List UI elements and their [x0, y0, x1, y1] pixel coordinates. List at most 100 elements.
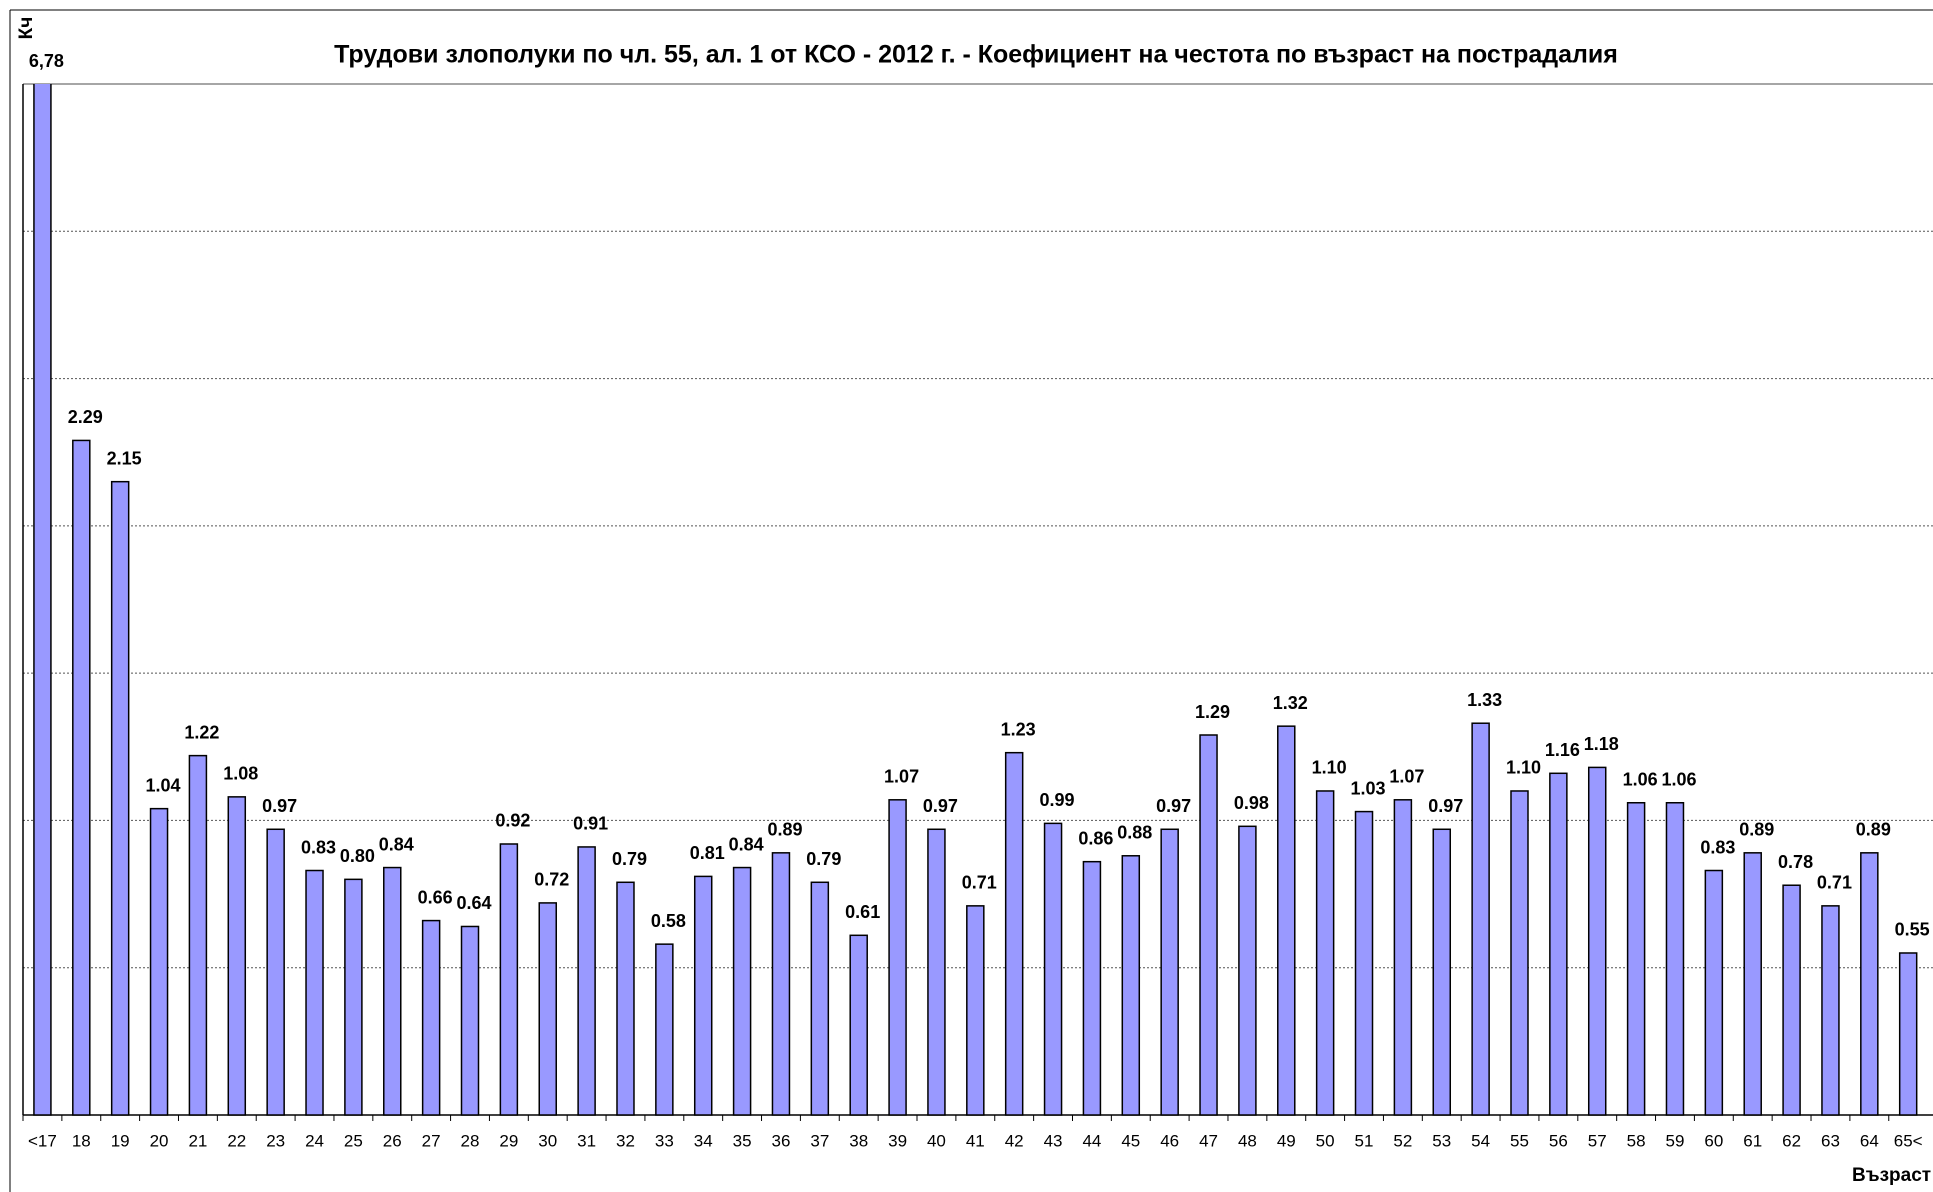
x-tick-label: 40	[927, 1131, 946, 1150]
value-label: 0.84	[379, 834, 414, 854]
bar	[188, 754, 208, 1116]
bar	[1860, 852, 1879, 1116]
value-label: 1.06	[1623, 770, 1658, 790]
value-label: 0.89	[1856, 820, 1891, 840]
x-tick-label: 45	[1121, 1131, 1140, 1150]
bar	[927, 828, 946, 1116]
x-tick-label: 43	[1044, 1131, 1063, 1150]
value-label: 2.15	[107, 448, 142, 468]
x-tick-label: 37	[810, 1131, 829, 1150]
value-label: 0.64	[456, 893, 491, 913]
chart-title: Трудови злополуки по чл. 55, ал. 1 от КС…	[334, 41, 1618, 69]
x-tick-label: 50	[1316, 1131, 1335, 1150]
x-tick-label: 54	[1471, 1131, 1490, 1150]
value-label: 0.83	[301, 837, 336, 857]
x-tick-label: 19	[111, 1131, 130, 1150]
value-label: 2.29	[68, 407, 103, 427]
x-tick-label: 48	[1238, 1131, 1257, 1150]
x-tick-label: 27	[422, 1131, 441, 1150]
value-label: 1.06	[1661, 770, 1696, 790]
value-label: 0.55	[1895, 920, 1930, 940]
x-tick-label: 57	[1588, 1131, 1607, 1150]
value-label: 0.81	[690, 843, 725, 863]
bar	[149, 807, 169, 1116]
x-tick-label: 60	[1704, 1131, 1723, 1150]
value-label: 0.98	[1234, 793, 1269, 813]
value-label: 1.32	[1273, 693, 1308, 713]
x-tick-label: 46	[1160, 1131, 1179, 1150]
x-tick-label: 53	[1432, 1131, 1451, 1150]
bar	[1665, 802, 1685, 1116]
value-label: 0.78	[1778, 852, 1813, 872]
bar	[1510, 790, 1529, 1116]
x-tick-label: 29	[499, 1131, 518, 1150]
bar	[1043, 822, 1063, 1116]
value-label: 0.97	[1428, 796, 1463, 816]
value-label: 1.03	[1350, 778, 1385, 798]
bar	[1160, 828, 1179, 1116]
bar	[1432, 828, 1452, 1116]
value-label: 1.04	[146, 775, 181, 795]
bar	[1821, 905, 1840, 1116]
x-tick-label: 28	[461, 1131, 480, 1150]
value-label: 1.33	[1467, 690, 1502, 710]
x-tick-label: 63	[1821, 1131, 1840, 1150]
value-label: 6,78	[29, 51, 64, 71]
bar	[732, 866, 752, 1116]
x-tick-label: 33	[655, 1131, 674, 1150]
x-tick-label: 58	[1627, 1131, 1646, 1150]
value-label: 0.86	[1078, 828, 1113, 848]
bar	[1004, 751, 1024, 1116]
value-label: 0.97	[923, 796, 958, 816]
x-tick-label: 36	[772, 1131, 791, 1150]
x-tick-label: 62	[1782, 1131, 1801, 1150]
x-tick-label: 59	[1666, 1131, 1685, 1150]
value-label: 0.71	[962, 873, 997, 893]
bar	[305, 869, 324, 1116]
value-label: 1.29	[1195, 702, 1230, 722]
bar	[1549, 772, 1568, 1116]
x-tick-label: 52	[1393, 1131, 1412, 1150]
x-tick-label: 55	[1510, 1131, 1529, 1150]
x-tick-label: 20	[150, 1131, 169, 1150]
x-tick-label: 61	[1743, 1131, 1762, 1150]
bar	[1743, 852, 1762, 1116]
value-label: 0.97	[262, 796, 297, 816]
value-label: 0.88	[1117, 823, 1152, 843]
x-tick-label: 34	[694, 1131, 713, 1150]
bar	[1199, 734, 1218, 1116]
bar	[577, 846, 596, 1116]
x-tick-label: 47	[1199, 1131, 1218, 1150]
bar	[499, 843, 519, 1116]
value-label: 0.92	[495, 811, 530, 831]
x-tick-label: 64	[1860, 1131, 1879, 1150]
bar	[72, 439, 91, 1116]
bar	[1121, 855, 1141, 1116]
bar	[460, 925, 480, 1116]
value-label: 0.79	[806, 849, 841, 869]
bar	[810, 881, 830, 1116]
value-label: 0.58	[651, 911, 686, 931]
value-label: 1.10	[1312, 758, 1347, 778]
x-tick-label: 39	[888, 1131, 907, 1150]
x-tick-label: <17	[28, 1131, 57, 1150]
bar	[1315, 790, 1335, 1116]
bar	[655, 943, 674, 1116]
x-tick-label: 26	[383, 1131, 402, 1150]
bar	[771, 852, 791, 1116]
bar	[344, 878, 363, 1116]
bar	[1393, 799, 1413, 1116]
x-tick-label: 44	[1082, 1131, 1101, 1150]
bar	[1704, 869, 1724, 1116]
value-label: 0.83	[1700, 837, 1735, 857]
bar	[966, 905, 985, 1116]
x-tick-label: 35	[733, 1131, 752, 1150]
value-label: 0.72	[534, 870, 569, 890]
bar	[421, 919, 441, 1116]
bar	[538, 902, 557, 1116]
bar	[693, 875, 713, 1116]
bar	[1277, 725, 1296, 1116]
bar	[1354, 810, 1374, 1116]
x-tick-label: 65<	[1894, 1131, 1923, 1150]
x-tick-label: 30	[538, 1131, 557, 1150]
